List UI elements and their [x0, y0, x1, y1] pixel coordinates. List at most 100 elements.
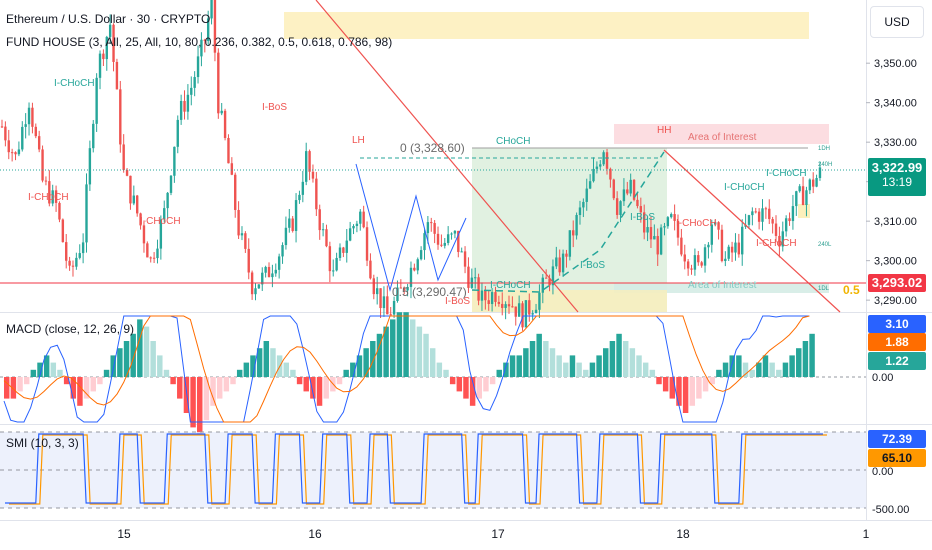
candle-body	[375, 288, 379, 295]
price-axis-label: 3,290.00	[874, 295, 917, 307]
candle-body	[409, 267, 413, 287]
fib-05-label: 0.5 (3,290.47)	[392, 285, 467, 299]
area-of-interest-top	[614, 124, 829, 144]
candle-body	[656, 236, 659, 255]
candle-body	[17, 149, 21, 155]
candle-body	[568, 230, 572, 257]
candle-body	[193, 77, 196, 88]
candle-body	[257, 284, 261, 289]
candle-body	[389, 314, 392, 316]
macd-bar	[236, 369, 243, 377]
last-price-value: 3,322.99	[871, 160, 923, 175]
macd-bar	[536, 333, 542, 377]
macd-bar	[70, 377, 77, 399]
candle-body	[649, 227, 653, 240]
candle-body	[680, 237, 683, 255]
candle-body	[190, 87, 193, 95]
candle-body	[31, 107, 34, 127]
macd-bar	[689, 377, 695, 406]
currency-button[interactable]: USD	[870, 6, 924, 38]
candle-body	[132, 195, 136, 204]
macd-bar	[796, 348, 802, 377]
candle-body	[355, 223, 359, 226]
macd-bar	[256, 348, 263, 377]
candle-body	[693, 255, 697, 270]
tiny-level-label: 1DH	[818, 146, 830, 152]
candle-body	[234, 174, 237, 210]
candle-body	[575, 214, 578, 236]
macd-bar	[702, 377, 709, 392]
structure-label: I-BoS	[445, 296, 470, 307]
macd-bar	[370, 341, 376, 377]
candle-body	[460, 251, 463, 253]
candle-body	[267, 266, 271, 278]
macd-bar	[243, 362, 250, 377]
candle-body	[34, 126, 37, 137]
macd-bar	[789, 355, 795, 377]
candle-body	[183, 100, 186, 112]
candle-body	[41, 149, 44, 181]
candle-body	[737, 242, 741, 255]
candle-body	[805, 190, 808, 206]
macd-bar	[410, 319, 416, 377]
smi-title[interactable]: SMI (10, 3, 3)	[6, 436, 79, 450]
candle-body	[430, 222, 433, 224]
macd-bar	[310, 377, 316, 399]
candle-body	[798, 186, 801, 192]
candle-body	[609, 168, 612, 180]
candle-body	[213, 0, 217, 53]
candle-body	[92, 123, 95, 149]
candle-body	[599, 164, 602, 167]
indicator-label[interactable]: FUND HOUSE (3, All, 25, All, 10, 80, 0.2…	[6, 35, 393, 49]
macd-bar	[157, 355, 163, 377]
candle-body	[747, 215, 751, 225]
candle-body	[352, 225, 355, 229]
candle-body	[511, 306, 514, 308]
candle-body	[386, 296, 389, 315]
candle-body	[673, 214, 676, 221]
candle-body	[98, 53, 102, 78]
candle-body	[362, 211, 365, 228]
macd-bar	[356, 355, 363, 377]
candle-body	[75, 257, 78, 267]
candle-body	[541, 277, 544, 293]
candle-body	[325, 229, 328, 247]
macd-bar	[77, 377, 83, 406]
macd-title[interactable]: MACD (close, 12, 26, 9)	[6, 322, 135, 336]
candle-body	[433, 223, 436, 234]
candle-body	[159, 219, 163, 249]
candle-body	[703, 247, 707, 266]
candle-body	[517, 303, 521, 317]
macd-bar	[469, 377, 476, 406]
time-axis-label: 1	[863, 527, 870, 541]
candle-body	[115, 61, 119, 90]
candle-body	[724, 258, 727, 262]
macd-bar	[616, 333, 622, 377]
price-axis-label: 3,350.00	[874, 58, 917, 70]
candle-body	[436, 233, 440, 245]
candle-body	[85, 184, 88, 243]
macd-bar	[809, 333, 815, 377]
macd-bar	[83, 377, 90, 399]
candle-body	[595, 166, 599, 169]
candle-body	[622, 189, 626, 202]
candle-body	[122, 144, 125, 170]
macd-bar	[456, 377, 463, 392]
macd-hist-tag: 1.22	[868, 352, 926, 370]
candle-body	[707, 244, 710, 248]
candle-body	[751, 211, 754, 216]
macd-bar	[496, 369, 502, 377]
candle-body	[612, 179, 615, 199]
macd-bar	[523, 348, 529, 377]
candle-body	[24, 124, 27, 127]
macd-bar	[629, 348, 636, 377]
macd-bar	[63, 377, 70, 385]
candle-body	[399, 287, 403, 289]
macd-bar	[436, 362, 443, 377]
macd-bar	[662, 377, 669, 392]
candle-body	[788, 218, 791, 222]
candle-body	[602, 152, 605, 165]
smi-line	[5, 433, 823, 504]
structure-label: I-CHoCH	[766, 168, 807, 179]
